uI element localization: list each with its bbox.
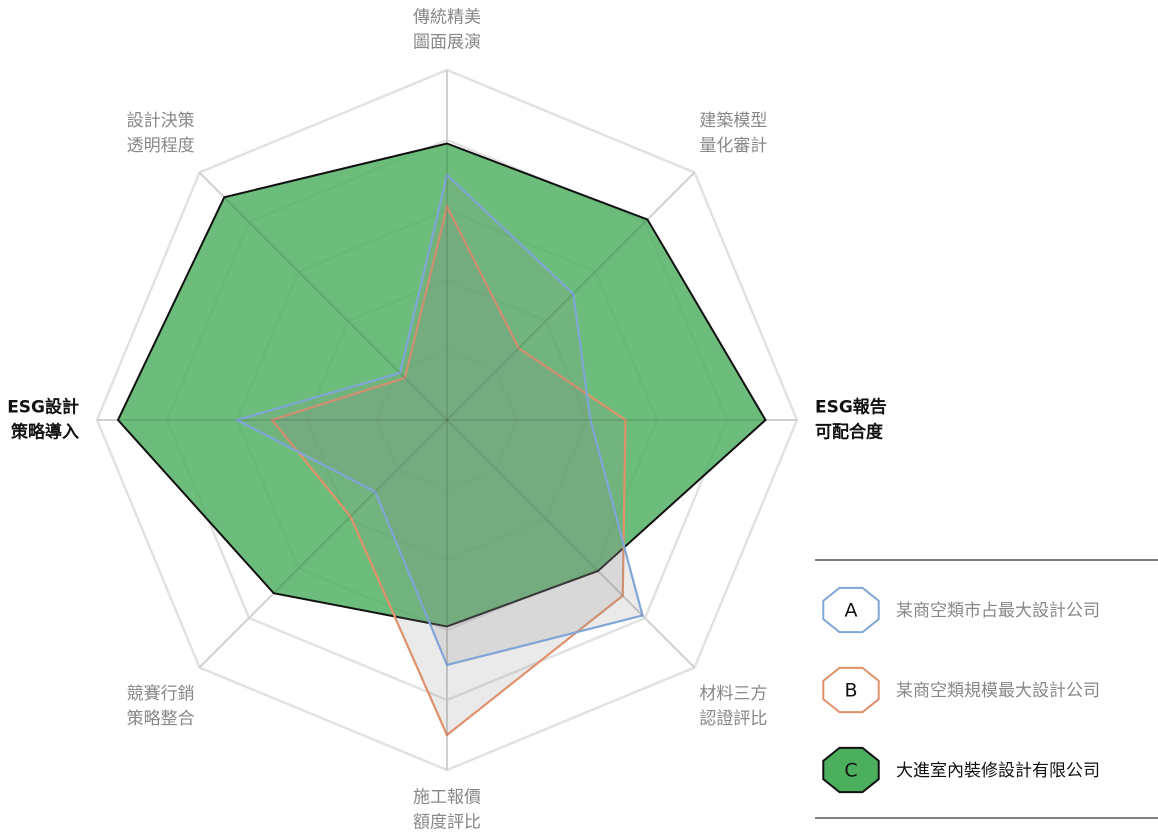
axis-label: 圖面展演: [413, 33, 481, 53]
axis-label: 施工報價: [413, 788, 481, 808]
axis-label: ESG設計: [7, 397, 79, 418]
axis-label: 材料三方: [699, 684, 767, 704]
series-area: [116, 142, 767, 628]
legend-name: 某商空類市占最大設計公司: [896, 601, 1100, 621]
legend-name: 大進室內裝修設計有限公司: [896, 761, 1100, 781]
legend-badge: [822, 666, 880, 714]
series-area: [270, 203, 627, 737]
spoke-overlay: [198, 419, 448, 669]
axis-label: ESG報告: [815, 397, 887, 418]
spoke-overlay: [446, 419, 696, 669]
axis-label: 可配合度: [815, 422, 884, 443]
axis-label: 傳統精美: [413, 8, 481, 28]
legend-badge: [822, 586, 880, 634]
legend-badge-label: B: [844, 680, 857, 702]
legend-badge-label: A: [845, 600, 858, 622]
axis-label: 競賽行銷: [127, 683, 195, 704]
axis-label: 透明程度: [127, 136, 195, 156]
spoke-overlay: [446, 171, 696, 421]
legend-name: 某商空類規模最大設計公司: [896, 681, 1100, 701]
axis-label: 策略整合: [127, 709, 195, 729]
axis-label: 額度評比: [413, 813, 481, 833]
legend-badge: [822, 746, 880, 794]
axis-label: 建築模型: [699, 111, 767, 131]
axis-label: 策略導入: [11, 422, 79, 443]
axis-label: 設計決策: [127, 111, 195, 131]
series-area: [234, 172, 644, 667]
spoke-overlay: [198, 171, 448, 421]
axis-label: 認證評比: [699, 709, 767, 729]
axis-label: 量化審計: [699, 136, 767, 156]
legend-badge-label: C: [844, 760, 857, 782]
